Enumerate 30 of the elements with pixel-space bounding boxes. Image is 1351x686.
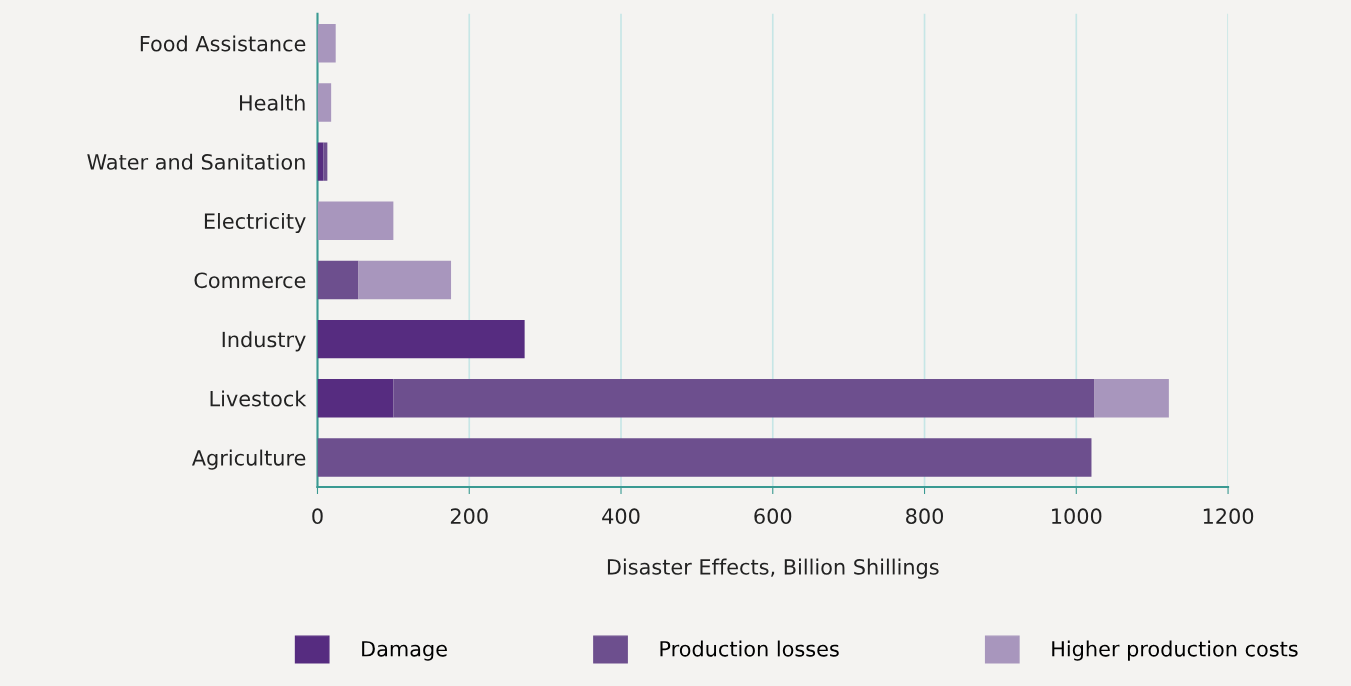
- bar: [1094, 379, 1169, 418]
- x-tick-label: 600: [754, 508, 792, 525]
- bar: [317, 201, 394, 241]
- y-tick-label: Commerce: [194, 272, 306, 289]
- y-tick-label: Agriculture: [191, 449, 306, 470]
- y-tick-label: Health: [240, 94, 305, 111]
- x-tick-label: 0: [312, 508, 323, 525]
- bar: [317, 260, 359, 300]
- bar: [317, 24, 336, 63]
- x-tick-label: 400: [602, 508, 640, 525]
- bar: [358, 260, 452, 300]
- legend-label: Higher production costs: [1052, 640, 1298, 661]
- bar: [317, 319, 525, 359]
- bar: [317, 142, 324, 181]
- y-tick-label: Food Assistance: [140, 35, 306, 52]
- x-axis-title: Disaster Effects, Billion Shillings: [607, 558, 939, 579]
- bar: [317, 83, 332, 122]
- y-tick-label: Electricity: [204, 212, 306, 234]
- x-tick-label: 200: [450, 508, 488, 525]
- legend-label: Damage: [362, 641, 447, 661]
- x-tick-label: 800: [906, 508, 944, 525]
- x-tick-label: 1200: [1203, 508, 1254, 525]
- y-tick-label: Water and Sanitation: [87, 153, 305, 170]
- legend-label: Production losses: [660, 640, 839, 657]
- y-tick-label: Industry: [222, 331, 306, 352]
- bar: [317, 379, 394, 418]
- bar: [317, 438, 1092, 477]
- x-tick-label: 1000: [1052, 508, 1102, 525]
- bar: [393, 379, 1095, 418]
- y-tick-label: Livestock: [210, 390, 307, 407]
